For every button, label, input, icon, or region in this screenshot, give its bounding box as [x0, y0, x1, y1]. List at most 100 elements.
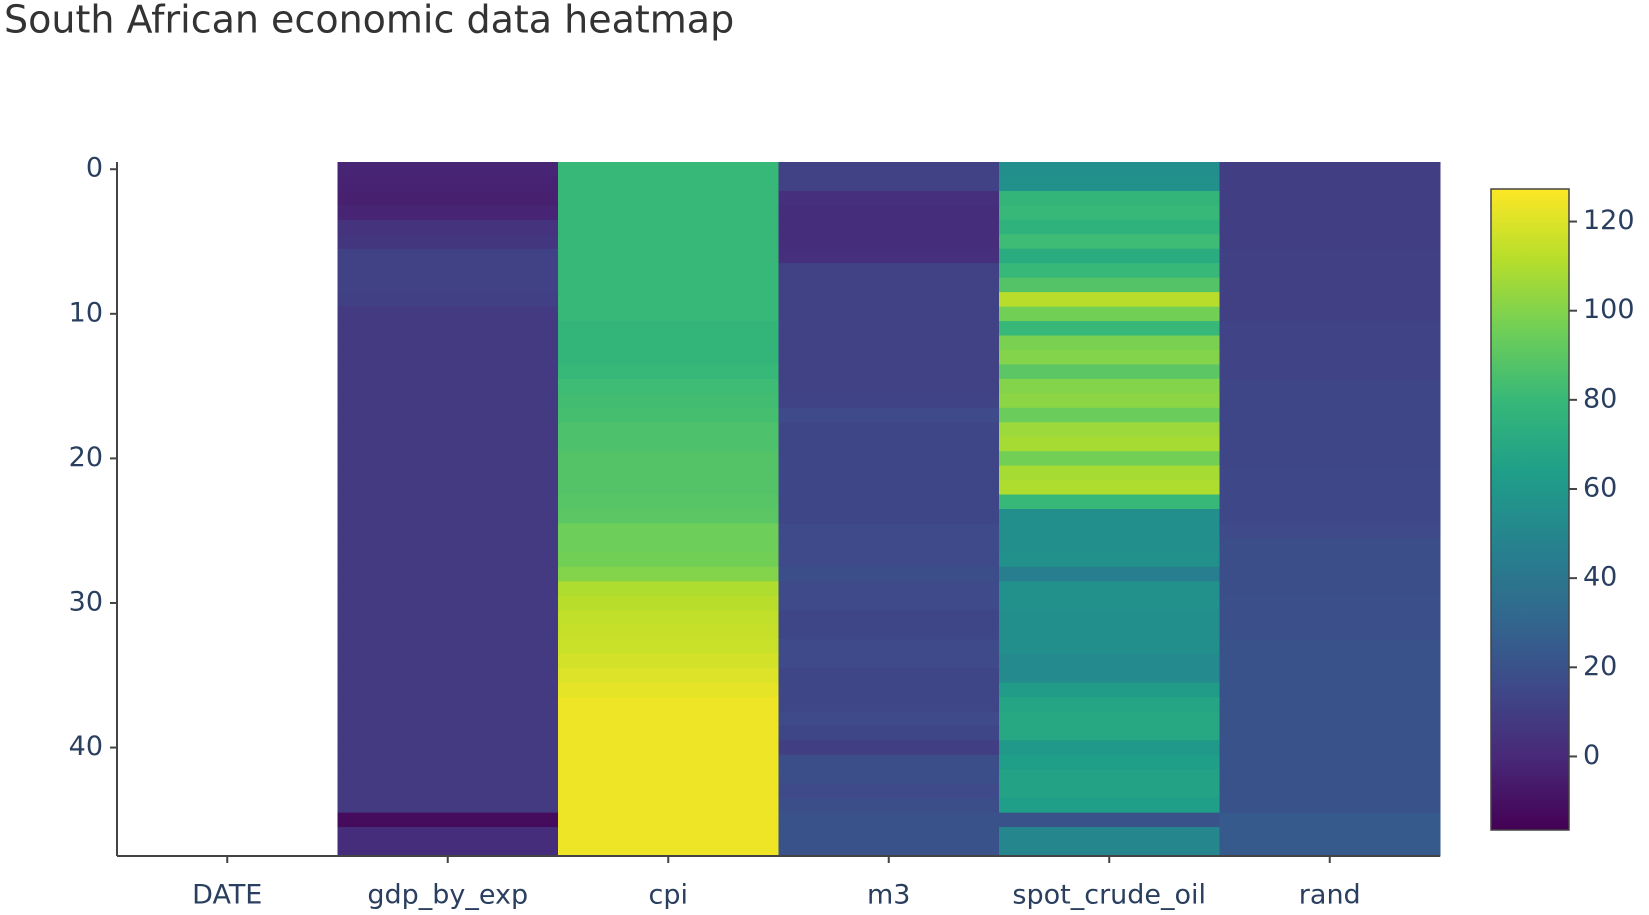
heat-cell — [558, 798, 779, 814]
heat-cell — [999, 566, 1220, 582]
heat-cell — [337, 393, 559, 409]
heat-cell — [558, 668, 779, 683]
heat-cell — [1219, 321, 1441, 336]
heat-cell — [1219, 827, 1441, 843]
heat-cell — [337, 682, 559, 698]
heat-cell — [999, 812, 1220, 828]
heat-cell — [778, 465, 1000, 481]
heat-cell — [337, 205, 559, 221]
heat-cell — [778, 566, 1000, 582]
heat-cell — [337, 306, 559, 322]
colorbar-tick-label: 40 — [1583, 562, 1617, 593]
heat-cell — [778, 234, 1000, 250]
colorbar-tick-label: 100 — [1583, 294, 1635, 325]
heat-cell — [337, 783, 559, 799]
heat-cell — [337, 754, 559, 770]
heat-cell — [558, 378, 779, 394]
heat-cell — [778, 682, 1000, 698]
heat-cell — [337, 248, 559, 264]
heat-cell — [1219, 248, 1441, 264]
heat-cell — [1219, 480, 1441, 496]
heat-cell — [337, 277, 559, 293]
heat-cell — [1219, 263, 1441, 279]
y-tick-label: 10 — [69, 297, 103, 328]
heat-cell — [337, 292, 559, 308]
heat-cell — [1219, 205, 1441, 221]
heat-cell — [778, 523, 1000, 539]
heat-cell — [778, 451, 1000, 467]
colorbar-tick-label: 0 — [1583, 740, 1600, 771]
heat-cell — [1219, 523, 1441, 539]
heat-cell — [999, 668, 1220, 683]
heat-cell — [778, 306, 1000, 322]
heat-cell — [999, 783, 1220, 799]
heat-cell — [1219, 581, 1441, 597]
heat-cell — [778, 393, 1000, 409]
heat-cell — [1219, 393, 1441, 409]
heat-cell — [337, 653, 559, 669]
heat-cell — [337, 480, 559, 496]
heat-cell — [1219, 610, 1441, 626]
heat-cell — [558, 523, 779, 539]
heat-cell — [999, 653, 1220, 669]
heat-cell — [778, 422, 1000, 438]
heat-cell — [558, 393, 779, 409]
heat-cell — [1219, 841, 1441, 857]
heat-cell — [337, 740, 559, 756]
heat-cell — [1219, 422, 1441, 438]
heat-cell — [337, 162, 559, 177]
heat-cell — [337, 219, 559, 235]
heat-cell — [558, 740, 779, 756]
heat-cell — [1219, 696, 1441, 712]
heat-cell — [1219, 162, 1441, 177]
heat-cell — [999, 494, 1220, 510]
heat-cell — [1219, 292, 1441, 308]
heat-cell — [778, 581, 1000, 597]
heat-cell — [1219, 711, 1441, 727]
heat-cell — [558, 335, 779, 351]
heat-cell — [558, 754, 779, 770]
heat-cell — [999, 393, 1220, 409]
x-tick-label: cpi — [649, 880, 689, 911]
heat-cell — [778, 653, 1000, 669]
heat-cell — [1219, 509, 1441, 524]
heat-cell — [999, 378, 1220, 394]
heat-cell — [778, 176, 1000, 192]
heat-cell — [778, 335, 1000, 351]
heat-cell — [778, 205, 1000, 221]
heat-cell — [999, 436, 1220, 452]
heat-cell — [1219, 465, 1441, 481]
heat-cell — [337, 639, 559, 655]
heat-cell — [1219, 335, 1441, 351]
heat-cell — [337, 465, 559, 481]
heat-cell — [999, 277, 1220, 293]
heat-cell — [778, 595, 1000, 611]
heat-cell — [1219, 436, 1441, 452]
heat-cell — [558, 769, 779, 785]
heat-cell — [999, 205, 1220, 221]
heat-cell — [337, 581, 559, 597]
heat-cell — [337, 494, 559, 510]
heat-cell — [337, 451, 559, 467]
heat-cell — [999, 696, 1220, 712]
heat-cell — [558, 321, 779, 336]
heat-cell — [337, 263, 559, 279]
heat-cell — [337, 552, 559, 568]
heat-cell — [1219, 219, 1441, 235]
heat-cell — [337, 841, 559, 857]
heat-cell — [778, 248, 1000, 264]
heat-cell — [558, 234, 779, 250]
heat-cell — [999, 639, 1220, 655]
heat-cell — [1219, 190, 1441, 206]
heat-cell — [999, 480, 1220, 496]
heat-cell — [337, 407, 559, 423]
heat-cell — [1219, 783, 1441, 799]
heat-cell — [558, 465, 779, 481]
heat-cell — [778, 349, 1000, 365]
heat-cell — [1219, 364, 1441, 380]
heat-cell — [558, 653, 779, 669]
heat-cell — [999, 219, 1220, 235]
heat-cell — [558, 494, 779, 510]
heat-cell — [337, 537, 559, 553]
